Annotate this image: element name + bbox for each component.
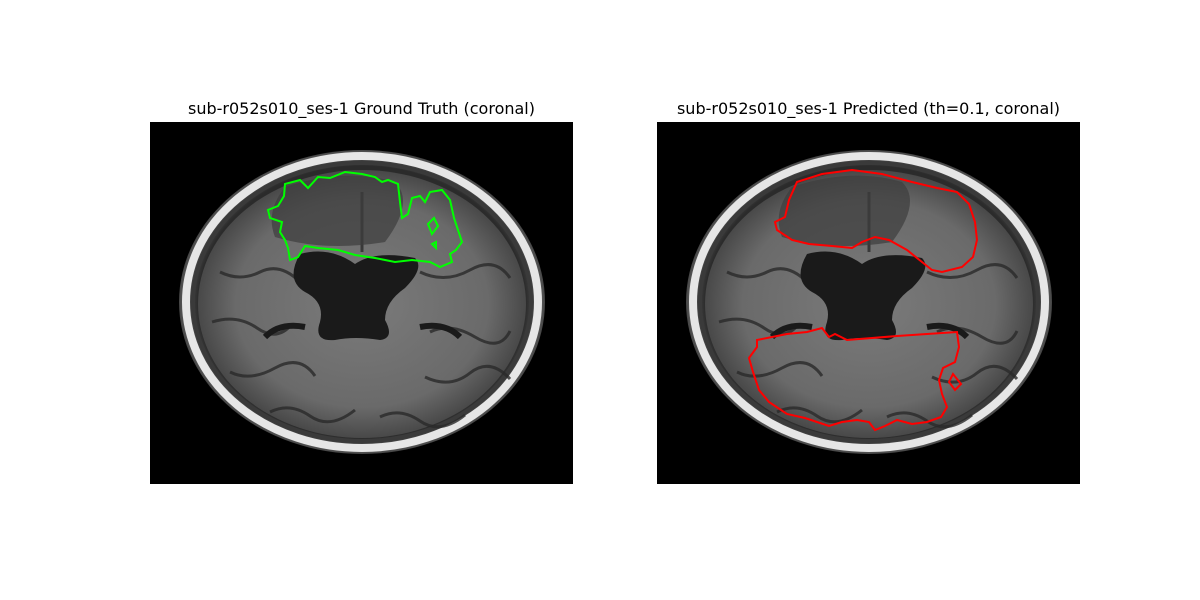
ground-truth-title: sub-r052s010_ses-1 Ground Truth (coronal… (187, 99, 535, 118)
predicted-contour-frontal (773, 168, 979, 274)
predicted-mri-image (657, 122, 1080, 484)
ground-truth-panel: sub-r052s010_ses-1 Ground Truth (coronal… (150, 96, 573, 484)
brain-slice (686, 150, 1052, 454)
predicted-panel: sub-r052s010_ses-1 Predicted (th=0.1, co… (657, 96, 1080, 484)
brain-slice (179, 150, 545, 454)
ground-truth-mri-image (150, 122, 573, 484)
predicted-contour-posterior (747, 326, 963, 432)
ground-truth-contour (266, 170, 464, 269)
predicted-title: sub-r052s010_ses-1 Predicted (th=0.1, co… (676, 99, 1061, 118)
